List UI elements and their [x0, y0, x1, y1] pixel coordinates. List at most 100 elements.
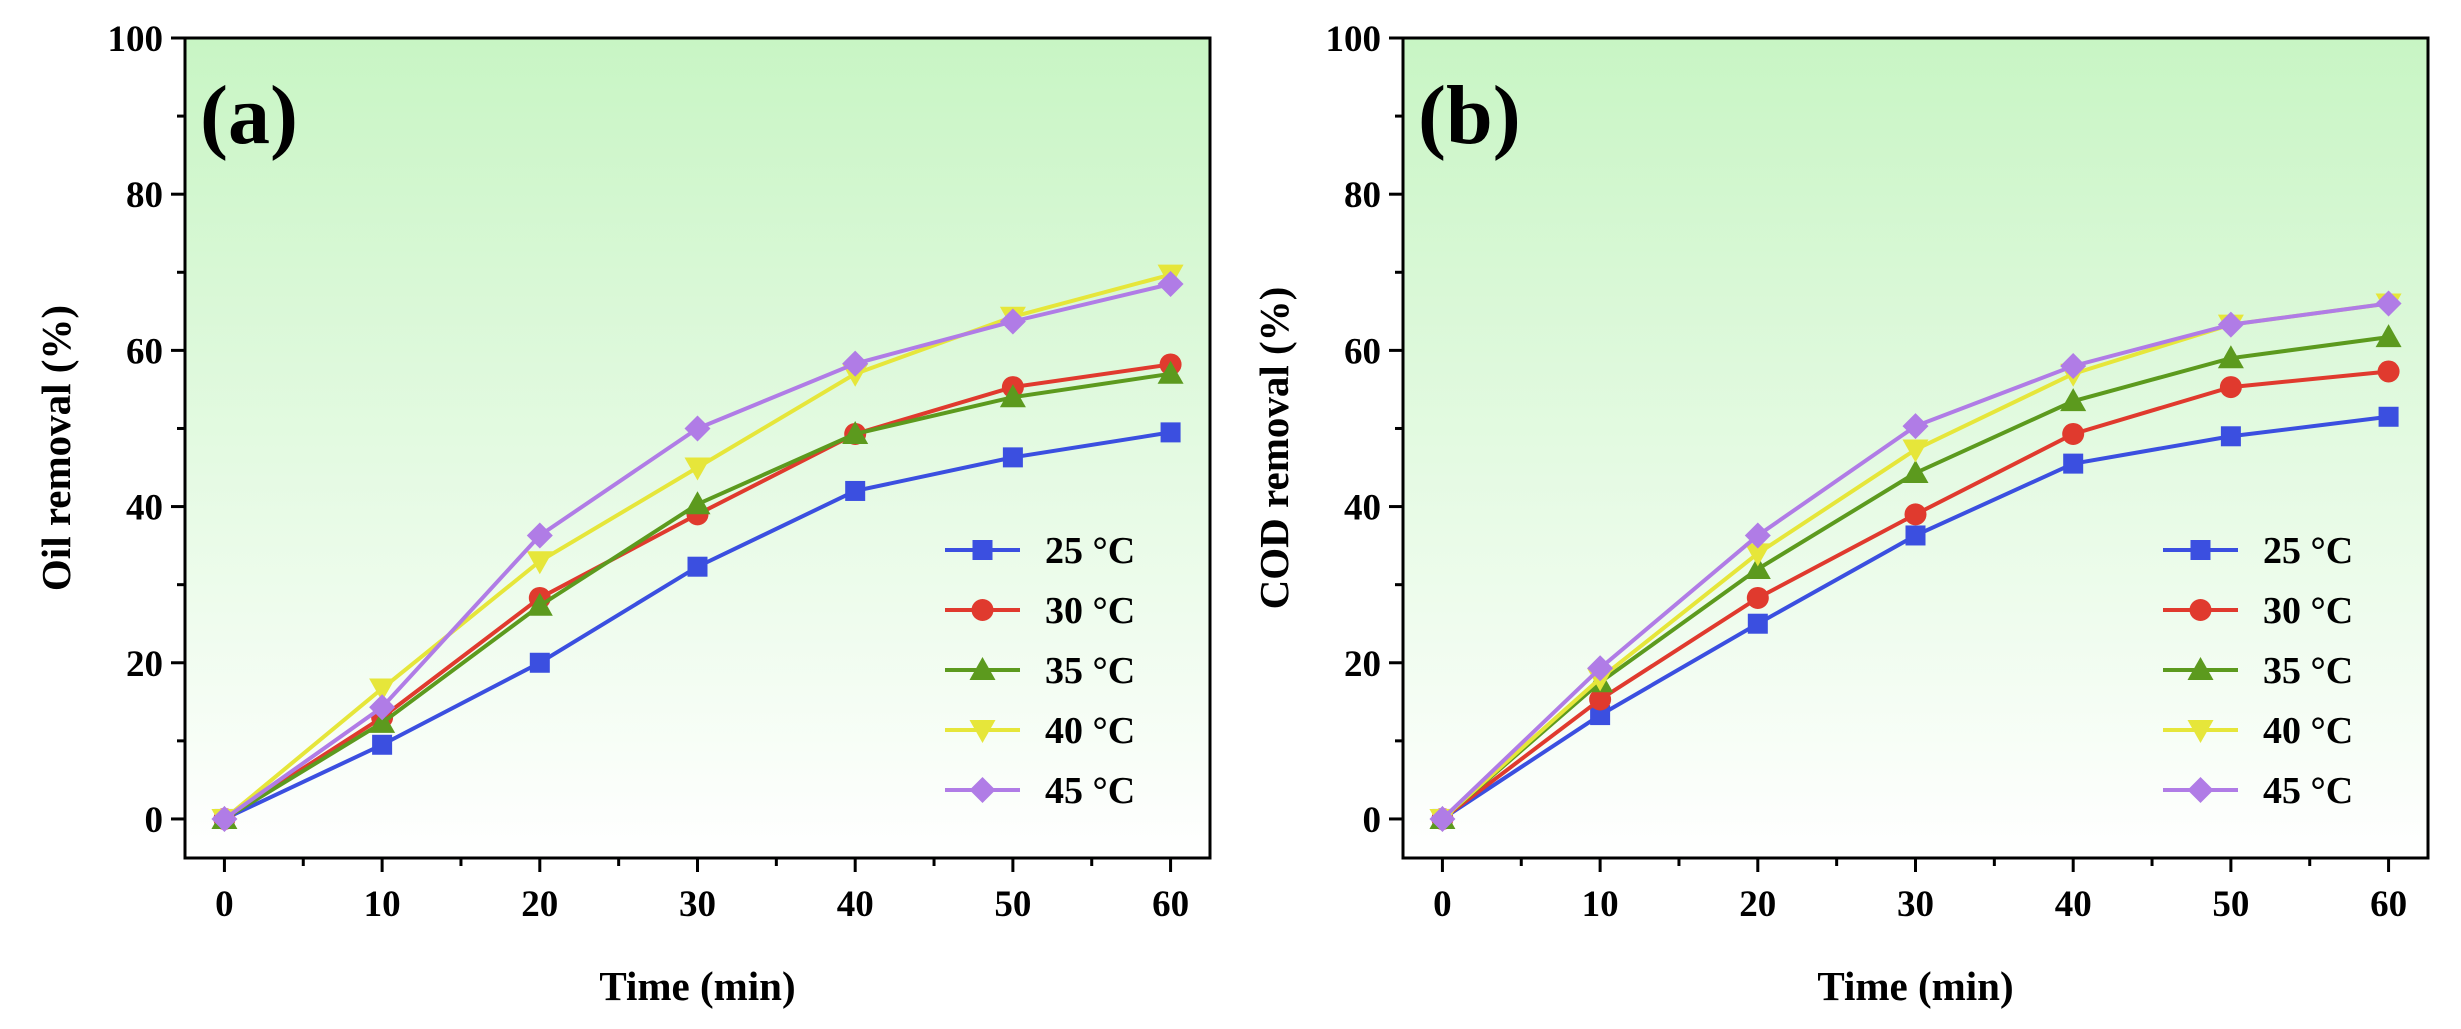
data-point-b-0-1 [1590, 705, 1611, 726]
data-point-a-4-4 [842, 350, 869, 377]
x-tick-label-b-1: 10 [1582, 884, 1619, 925]
x-tick-label-a-4: 40 [837, 884, 874, 925]
x-tick-label-b-4: 40 [2055, 884, 2092, 925]
data-point-b-4-4 [2060, 353, 2087, 379]
data-point-a-3-3 [684, 457, 711, 481]
data-point-b-1-4 [2062, 422, 2085, 445]
data-point-b-3-3 [1902, 439, 1929, 463]
plot-area-a [185, 38, 1210, 858]
y-tick-label-a-4: 80 [126, 175, 163, 216]
legend-label-a-1: 30 °C [1045, 590, 1135, 632]
legend-label-a-4: 45 °C [1045, 770, 1135, 812]
data-point-a-4-0 [211, 805, 238, 832]
data-point-b-4-5 [2217, 311, 2244, 338]
y-tick-label-a-3: 60 [126, 331, 163, 372]
y-tick-label-a-2: 40 [126, 488, 163, 529]
x-axis-title-b: Time (min) [1817, 963, 2013, 1009]
data-point-b-4-6 [2375, 290, 2402, 317]
legend-label-b-3: 40 °C [2263, 710, 2353, 752]
x-tick-label-a-6: 60 [1152, 884, 1189, 925]
legend-label-a-2: 35 °C [1045, 650, 1135, 692]
legend-marker-a-1 [971, 599, 994, 621]
data-point-a-0-2 [529, 652, 550, 673]
y-axis-title-b: COD removal (%) [1251, 287, 1297, 610]
data-point-b-3-2 [1744, 543, 1771, 567]
legend-b: 25 °C 30 °C 35 °C 40 °C 45 °C [2163, 530, 2353, 812]
data-point-b-1-6 [2377, 360, 2400, 383]
data-point-a-4-2 [526, 522, 553, 549]
legend-label-a-3: 40 °C [1045, 710, 1135, 752]
data-point-a-4-5 [999, 308, 1026, 335]
data-point-a-2-4 [842, 420, 869, 444]
data-point-b-1-5 [2219, 376, 2242, 399]
data-point-b-0-2 [1747, 613, 1768, 634]
panel-label-a: (a) [200, 69, 298, 162]
x-tick-label-b-2: 20 [1739, 884, 1776, 925]
legend-marker-a-2 [969, 657, 996, 680]
legend-marker-a-0 [972, 540, 993, 560]
data-point-a-4-3 [684, 415, 711, 442]
x-tick-label-a-3: 30 [679, 884, 716, 925]
x-tick-label-a-1: 10 [364, 884, 401, 925]
data-point-a-2-1 [369, 709, 396, 733]
data-point-b-4-1 [1587, 655, 1614, 682]
data-point-a-0-3 [687, 556, 708, 577]
legend-marker-b-0 [2190, 540, 2211, 560]
legend-marker-b-1 [2189, 599, 2212, 621]
legend-marker-b-3 [2187, 720, 2214, 743]
data-point-b-2-5 [2217, 345, 2244, 369]
data-point-b-0-6 [2378, 406, 2399, 427]
x-tick-label-a-5: 50 [994, 884, 1031, 925]
data-point-a-4-1 [369, 694, 396, 721]
data-point-a-4-6 [1157, 271, 1184, 297]
y-tick-label-b-5: 100 [1326, 19, 1382, 60]
y-tick-label-a-1: 20 [126, 644, 163, 685]
legend-marker-b-2 [2187, 657, 2214, 680]
x-tick-label-b-3: 30 [1897, 884, 1934, 925]
data-point-a-0-1 [372, 734, 393, 755]
data-point-b-0-4 [2063, 453, 2084, 474]
y-tick-label-b-4: 80 [1344, 175, 1381, 216]
x-axis-title-a: Time (min) [599, 963, 795, 1009]
legend-label-b-4: 45 °C [2263, 770, 2353, 812]
legend-marker-b-4 [2187, 777, 2214, 803]
data-point-b-2-4 [2060, 388, 2087, 412]
legend-marker-a-4 [969, 777, 996, 803]
x-tick-label-a-2: 20 [521, 884, 558, 925]
x-tick-label-a-0: 0 [215, 884, 234, 925]
data-point-b-2-6 [2375, 324, 2402, 348]
panel-label-b: (b) [1418, 69, 1521, 162]
x-tick-label-b-0: 0 [1433, 884, 1452, 925]
y-axis-title-a: Oil removal (%) [33, 305, 79, 591]
data-point-a-0-4 [845, 480, 866, 501]
data-point-b-2-3 [1902, 459, 1929, 483]
y-tick-label-b-0: 0 [1363, 800, 1382, 841]
data-point-b-0-3 [1905, 525, 1926, 546]
data-point-a-3-2 [526, 551, 553, 575]
data-point-a-0-5 [1002, 447, 1023, 468]
data-point-b-1-2 [1746, 586, 1769, 609]
x-tick-label-b-6: 60 [2370, 884, 2407, 925]
data-point-b-4-2 [1744, 522, 1771, 549]
data-point-a-0-6 [1160, 422, 1181, 443]
legend-label-b-2: 35 °C [2263, 650, 2353, 692]
legend-label-a-0: 25 °C [1045, 530, 1135, 572]
y-tick-label-b-1: 20 [1344, 644, 1381, 685]
data-point-a-3-1 [369, 678, 396, 702]
data-point-b-1-3 [1904, 503, 1927, 526]
data-point-a-2-3 [684, 491, 711, 515]
data-point-a-2-6 [1157, 360, 1184, 384]
data-point-b-0-5 [2220, 426, 2241, 447]
panel-b: 0 10 20 30 40 50 60 0 20 40 60 80 100 Time (min) COD r… [1251, 19, 2430, 1009]
legend-marker-a-3 [969, 720, 996, 743]
legend-label-b-1: 30 °C [2263, 590, 2353, 632]
y-tick-label-b-2: 40 [1344, 488, 1381, 529]
y-tick-label-a-5: 100 [108, 19, 164, 60]
x-tick-label-b-5: 50 [2212, 884, 2249, 925]
data-point-b-2-2 [1744, 556, 1771, 580]
data-point-b-4-0 [1429, 805, 1456, 832]
data-point-a-2-2 [526, 592, 553, 616]
y-tick-label-b-3: 60 [1344, 331, 1381, 372]
